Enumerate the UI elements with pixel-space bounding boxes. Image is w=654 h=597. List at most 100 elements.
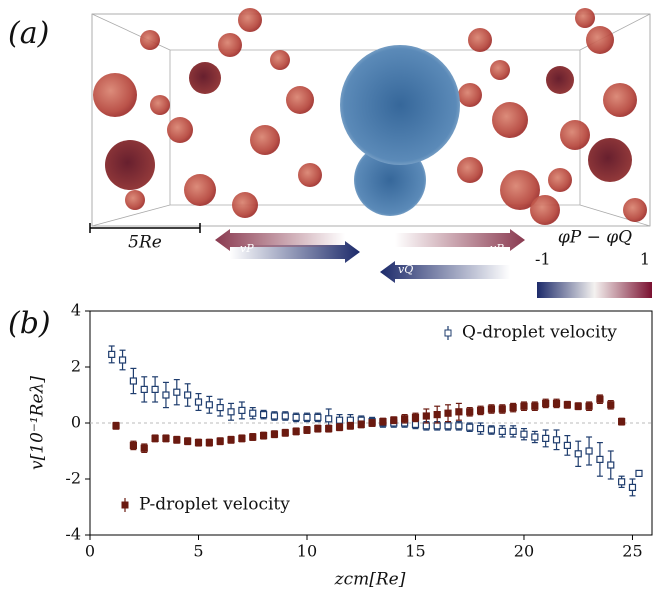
marker [487, 426, 496, 434]
sphere [575, 8, 595, 28]
marker [498, 405, 506, 413]
sphere [560, 120, 590, 150]
sphere [270, 50, 290, 70]
marker [270, 430, 279, 438]
marker [325, 415, 333, 423]
panel-label: (b) [8, 306, 51, 341]
sphere [232, 192, 258, 218]
sphere [184, 174, 216, 206]
marker [563, 401, 571, 409]
marker [108, 350, 116, 358]
marker [635, 469, 643, 477]
arrow-label: vP [490, 242, 504, 255]
sphere [623, 198, 647, 222]
marker [552, 436, 561, 444]
x-tick-label: 15 [405, 542, 425, 561]
legend-label: P-droplet velocity [139, 495, 290, 515]
marker [216, 437, 224, 445]
marker [129, 441, 137, 449]
marker [194, 439, 203, 447]
sphere [586, 26, 614, 54]
marker [531, 433, 539, 441]
marker [433, 422, 441, 430]
sphere [340, 45, 460, 165]
x-tick-label: 5 [193, 542, 203, 561]
sphere [167, 117, 193, 143]
marker [379, 418, 387, 426]
marker [422, 422, 430, 430]
marker [259, 432, 268, 440]
sphere [458, 83, 482, 107]
marker [140, 444, 148, 452]
marker [281, 429, 289, 437]
marker [325, 425, 333, 433]
marker [401, 415, 409, 423]
sphere [546, 66, 574, 94]
marker [509, 427, 517, 435]
panel-label: (a) [8, 16, 49, 51]
marker [259, 411, 268, 419]
marker [618, 478, 626, 486]
marker [129, 377, 137, 385]
marker [444, 422, 452, 430]
sphere [530, 195, 560, 225]
sphere [298, 163, 322, 187]
x-axis-label: zcm[Re] [334, 570, 406, 590]
marker [466, 408, 474, 416]
marker [335, 416, 344, 424]
marker [238, 406, 246, 414]
colorbar-tick: -1 [535, 250, 551, 269]
x-tick-label: 25 [622, 542, 642, 561]
arrow [380, 261, 510, 283]
sphere [548, 168, 572, 192]
marker [249, 409, 257, 417]
marker [368, 419, 376, 427]
marker [542, 434, 550, 442]
marker [281, 412, 289, 420]
marker [140, 385, 148, 393]
marker [249, 433, 257, 441]
sphere [500, 170, 540, 210]
y-axis-label: v[10⁻¹Reλ] [28, 376, 48, 470]
marker [390, 416, 398, 424]
marker [238, 434, 246, 442]
sphere [150, 95, 170, 115]
marker [585, 447, 593, 455]
arrow-label: vQ [318, 263, 333, 276]
marker [335, 423, 344, 431]
marker [227, 408, 235, 416]
marker [509, 404, 517, 412]
marker [574, 450, 582, 458]
marker [498, 427, 506, 435]
sphere [140, 30, 160, 50]
sphere [286, 86, 314, 114]
marker [314, 425, 322, 433]
sphere [492, 102, 528, 138]
y-tick-label: -4 [65, 525, 81, 544]
marker [455, 408, 463, 416]
y-tick-label: 0 [71, 413, 81, 432]
sphere [250, 125, 280, 155]
marker [346, 422, 354, 430]
marker [552, 399, 561, 407]
marker [596, 455, 604, 463]
marker [422, 412, 430, 420]
sphere [457, 157, 483, 183]
sphere [93, 73, 137, 117]
sphere [189, 62, 221, 94]
marker [520, 430, 528, 438]
marker [205, 439, 213, 447]
sphere [238, 8, 262, 32]
marker [162, 391, 170, 399]
marker [292, 413, 300, 421]
marker [112, 422, 120, 430]
x-tick-label: 10 [297, 542, 317, 561]
panel-a: (a) 5Re vP vP vQ vQ φP − φQ -1 1 [8, 8, 652, 298]
marker [303, 413, 311, 421]
marker [314, 413, 322, 421]
sphere [588, 138, 632, 182]
marker [531, 402, 539, 410]
marker [151, 385, 159, 393]
marker [303, 426, 311, 434]
arrow [215, 229, 345, 251]
